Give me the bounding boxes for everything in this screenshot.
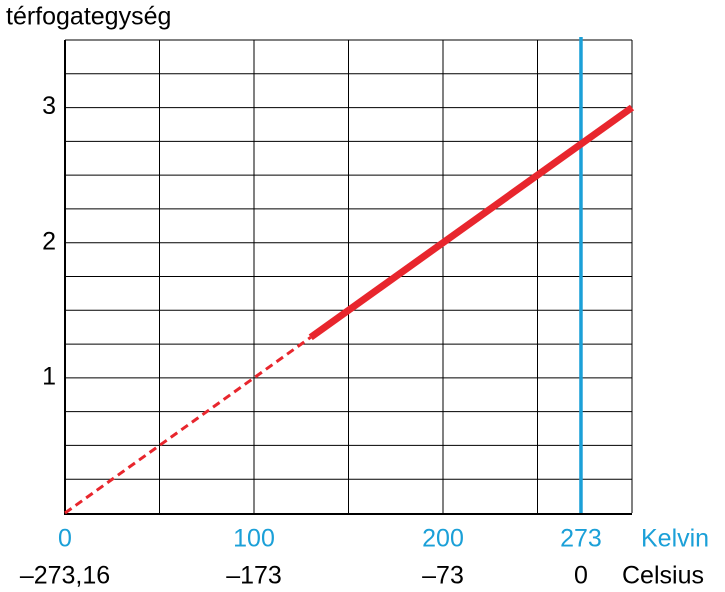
- y-tick-label: 2: [42, 227, 56, 255]
- x-unit-label: Kelvin: [641, 525, 709, 553]
- celsius-tick-label: 0: [574, 562, 588, 590]
- x-tick-label: 273: [560, 525, 602, 553]
- celsius-tick-label: –273,16: [20, 562, 110, 590]
- chart-title: térfogategység: [6, 3, 171, 31]
- data-line: [64, 336, 312, 515]
- x-tick-label: 0: [58, 525, 72, 553]
- y-tick-label: 1: [42, 362, 56, 390]
- celsius-tick-label: –73: [422, 562, 464, 590]
- x-tick-label: 100: [233, 525, 275, 553]
- data-line: [308, 104, 635, 341]
- x-tick-label: 200: [422, 525, 464, 553]
- celsius-tick-label: –173: [226, 562, 282, 590]
- y-tick-label: 3: [42, 92, 56, 120]
- celsius-unit-label: Celsius: [622, 562, 704, 590]
